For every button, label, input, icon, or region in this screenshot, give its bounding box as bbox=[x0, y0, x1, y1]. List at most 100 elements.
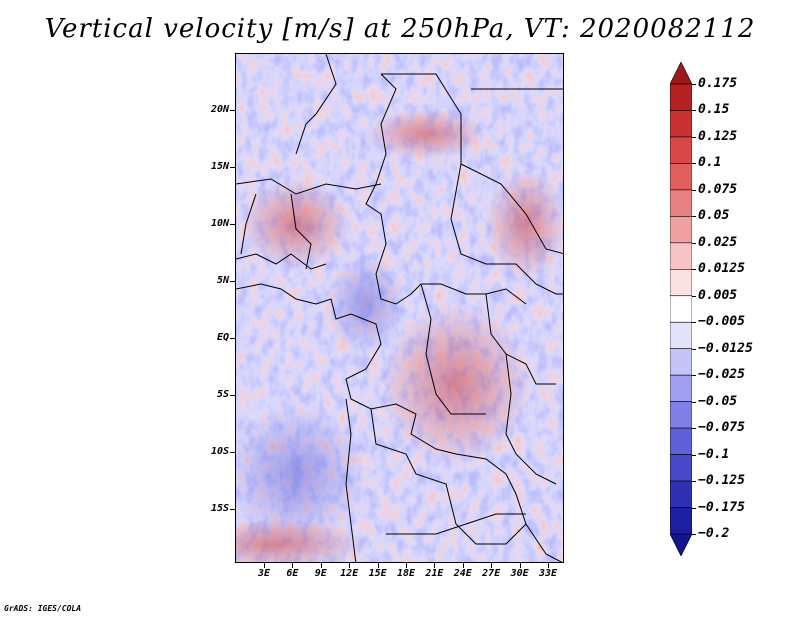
colorbar-tick bbox=[692, 534, 696, 535]
colorbar-label: 0.005 bbox=[698, 287, 738, 303]
colorbar-label: −0.05 bbox=[698, 393, 738, 409]
colorbar-label: 0.15 bbox=[698, 102, 730, 118]
longitude-label: 12E bbox=[340, 568, 359, 579]
longitude-tick bbox=[292, 563, 294, 568]
updraft-region bbox=[236, 519, 366, 562]
colorbar-tick bbox=[692, 110, 696, 112]
grads-credit: GrADS: IGES/COLA bbox=[4, 604, 82, 613]
colorbar-cell bbox=[670, 163, 692, 191]
colorbar-label: 0.175 bbox=[698, 76, 738, 91]
colorbar-tick bbox=[692, 295, 696, 297]
colorbar-tick bbox=[692, 163, 696, 165]
colorbar-label: 0.125 bbox=[698, 128, 738, 144]
colorbar-tick bbox=[692, 481, 696, 483]
latitude-tick bbox=[230, 110, 235, 111]
updraft-region bbox=[486, 169, 563, 279]
colorbar-label: 0.0125 bbox=[698, 261, 745, 277]
colorbar-cell bbox=[670, 216, 692, 244]
colorbar-label: −0.075 bbox=[698, 420, 745, 436]
longitude-label: 24E bbox=[453, 568, 472, 579]
latitude-label: 20N bbox=[210, 104, 229, 115]
latitude-label: 10S bbox=[210, 446, 229, 457]
longitude-label: 3E bbox=[257, 568, 271, 579]
colorbar-cell bbox=[670, 268, 692, 297]
colorbar-cell bbox=[670, 374, 692, 402]
latitude-label: 5N bbox=[216, 275, 229, 286]
colorbar-label: 0.1 bbox=[698, 155, 722, 171]
colorbar-tick bbox=[692, 375, 696, 377]
longitude-tick bbox=[406, 563, 407, 568]
country-borders bbox=[236, 54, 563, 562]
latitude-tick bbox=[230, 281, 235, 282]
longitude-tick bbox=[264, 563, 265, 568]
colorbar-cell bbox=[670, 242, 692, 270]
latitude-tick bbox=[230, 224, 235, 225]
colorbar-cell bbox=[670, 136, 692, 164]
colorbar-cell bbox=[670, 62, 692, 85]
colorbar-label: −0.1 bbox=[698, 446, 730, 462]
velocity-field bbox=[236, 54, 563, 562]
downdraft-region bbox=[236, 404, 366, 544]
colorbar-cell bbox=[670, 507, 692, 535]
longitude-label: 6E bbox=[286, 568, 299, 579]
latitude-label: 5S bbox=[216, 389, 229, 400]
colorbar-cell bbox=[670, 427, 692, 455]
colorbar-label: 0.05 bbox=[698, 208, 730, 224]
colorbar-cell bbox=[670, 189, 692, 217]
colorbar bbox=[670, 62, 692, 556]
colorbar-cell bbox=[670, 110, 692, 138]
longitude-tick bbox=[462, 563, 464, 568]
colorbar-label: −0.2 bbox=[698, 526, 730, 541]
longitude-tick bbox=[320, 563, 322, 568]
colorbar-label: −0.125 bbox=[698, 473, 745, 489]
colorbar-cell bbox=[670, 348, 692, 376]
downdraft-region bbox=[326, 254, 406, 354]
colorbar-tick bbox=[692, 269, 696, 271]
latitude-tick bbox=[230, 167, 235, 168]
latitude-label: 15S bbox=[210, 503, 229, 514]
latitude-tick bbox=[230, 395, 235, 396]
colorbar-cell bbox=[670, 480, 692, 508]
colorbar-tick bbox=[692, 428, 696, 430]
longitude-tick bbox=[491, 563, 493, 568]
colorbar-cell bbox=[670, 401, 692, 429]
latitude-label: 15N bbox=[210, 161, 229, 172]
map-title: Vertical velocity [m/s] at 250hPa, VT: 2… bbox=[44, 14, 756, 44]
longitude-tick bbox=[548, 563, 549, 568]
colorbar-tick bbox=[692, 216, 696, 218]
colorbar-tick bbox=[692, 136, 696, 138]
colorbar-cell bbox=[670, 83, 692, 111]
latitude-tick bbox=[230, 509, 235, 510]
colorbar-tick bbox=[692, 189, 696, 191]
updraft-region bbox=[366, 109, 486, 159]
colorbar-tick bbox=[692, 322, 696, 324]
latitude-label: EQ bbox=[216, 332, 229, 343]
colorbar-tick bbox=[692, 454, 696, 456]
longitude-label: 27E bbox=[482, 568, 501, 579]
colorbar-cell bbox=[670, 533, 692, 556]
colorbar-tick bbox=[692, 401, 696, 403]
colorbar-cell bbox=[670, 295, 692, 323]
longitude-tick bbox=[519, 563, 521, 568]
longitude-label: 15E bbox=[368, 568, 387, 579]
colorbar-label: −0.005 bbox=[698, 314, 745, 330]
longitude-label: 9E bbox=[314, 568, 327, 579]
colorbar-label: −0.025 bbox=[698, 367, 745, 383]
longitude-tick bbox=[349, 563, 351, 568]
colorbar-label: −0.0125 bbox=[698, 340, 753, 356]
latitude-tick bbox=[230, 338, 235, 339]
colorbar-label: −0.175 bbox=[698, 499, 745, 515]
latitude-label: 10N bbox=[210, 218, 229, 229]
velocity-map bbox=[235, 53, 564, 563]
longitude-tick bbox=[377, 563, 379, 568]
colorbar-label: 0.025 bbox=[698, 234, 738, 250]
colorbar-tick bbox=[692, 242, 696, 244]
longitude-label: 33E bbox=[538, 568, 558, 579]
updraft-region bbox=[241, 179, 351, 269]
longitude-label: 18E bbox=[396, 568, 416, 579]
colorbar-tick bbox=[692, 84, 696, 85]
colorbar-tick bbox=[692, 507, 696, 509]
colorbar-cell bbox=[670, 454, 692, 482]
colorbar-tick bbox=[692, 348, 696, 350]
latitude-tick bbox=[230, 452, 235, 453]
